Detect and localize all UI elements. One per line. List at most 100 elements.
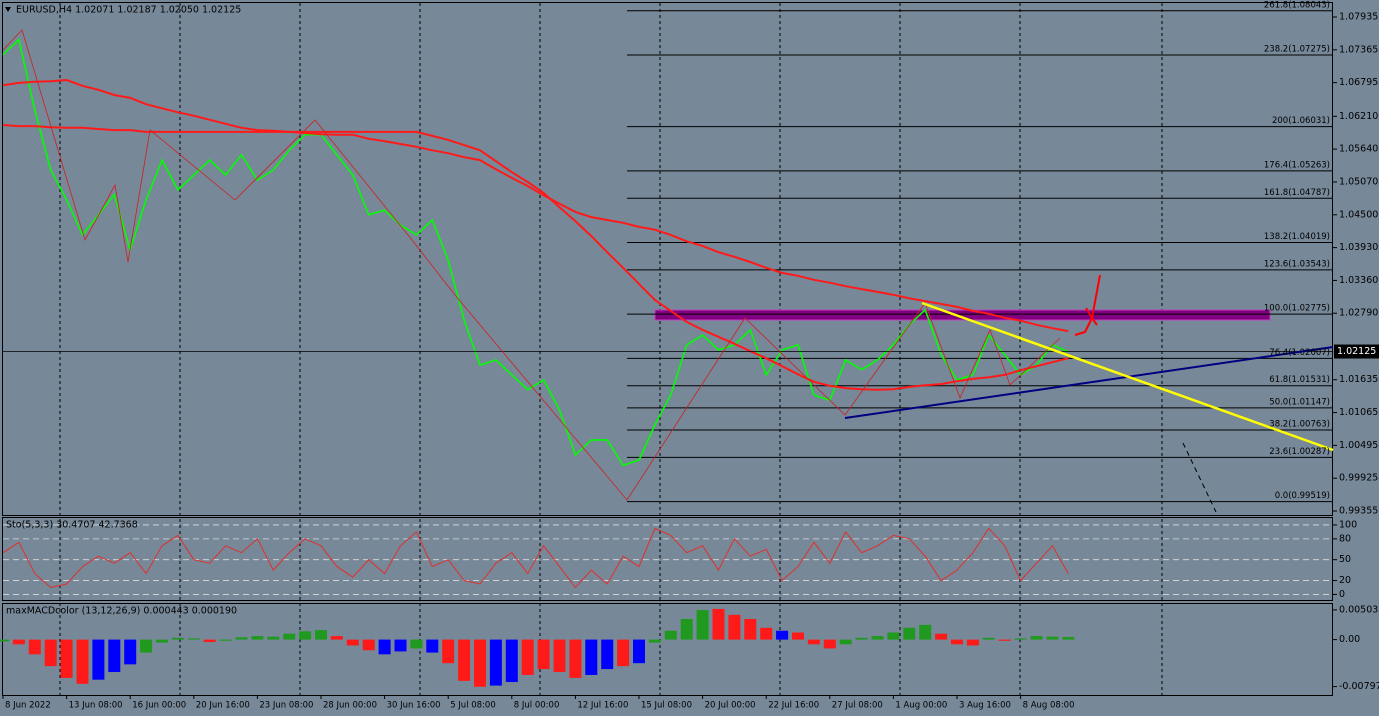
macd-bar [330,636,343,640]
macd-bar [982,637,995,640]
macd-bar [283,633,296,640]
fib-label: 50.0(1.01147) [1269,397,1330,407]
y-tick-label: 1.03360 [1339,275,1378,286]
macd-bar [569,639,582,678]
macd-bar [156,639,168,643]
x-tick-label: 8 Aug 08:00 [1023,701,1075,711]
macd-bar [998,639,1011,641]
macd-bar [203,639,216,642]
macd-bar [410,639,423,649]
x-tick-label: 20 Jun 16:00 [196,701,250,711]
y-tick-label: 0.99355 [1339,506,1378,517]
x-tick-label: 5 Jul 08:00 [450,701,496,711]
macd-bar [680,618,693,640]
annotations [2,7,1334,513]
y-tick-label: 1.06795 [1339,77,1378,88]
x-tick-label: 23 Jun 08:00 [259,701,313,711]
current-price-label: 1.02125 [1337,346,1376,357]
macd-bar [474,639,486,687]
y-tick-label: 1.01635 [1339,374,1378,385]
series-line [2,527,1069,589]
y-tick-label: 0.00 [1339,634,1360,645]
data-layer [0,10,1333,687]
macd-bar [585,639,598,675]
macd-bar [187,638,200,640]
macd-bar [1014,638,1027,640]
macd-bar [171,637,184,640]
macd-bar [966,639,979,646]
macd-bar [394,639,407,652]
x-tick-label: 20 Jul 00:00 [705,701,756,711]
series-line [2,38,1069,467]
macd-bar [951,639,963,645]
macd-bar [887,632,900,640]
macd-bar [12,639,25,645]
macd-bar [458,639,471,681]
macd-bar [362,639,375,651]
x-tick-label: 28 Jun 00:00 [323,701,377,711]
y-tick-label: 80 [1339,533,1351,544]
macd-bar [792,632,804,640]
fib-label: 200(1.06031) [1272,116,1330,126]
macd-bar [108,639,121,673]
x-tick-label: 8 Jul 00:00 [514,701,560,711]
macd-bar [855,637,868,640]
y-tick-label: 0.99925 [1339,473,1378,484]
price-panel [2,2,1333,516]
macd-bar [1062,636,1075,640]
y-tick-label: 0.005037 [1339,604,1379,615]
panel-frames [2,2,1333,696]
y-tick-label: 1.04500 [1339,209,1378,220]
y-tick-label: 1.05640 [1339,144,1378,155]
macd-bar [617,639,630,667]
macd-bar [44,639,57,667]
y-tick-label: 1.03930 [1339,242,1378,253]
macd-bar [299,631,312,640]
macd-bar [251,636,264,640]
macd-bar [601,639,614,670]
y-tick-label: 1.05070 [1339,176,1378,187]
series-line [2,124,1069,391]
macd-bar [235,637,248,640]
x-tick-label: 15 Jul 08:00 [641,701,692,711]
macd-bar [140,639,153,653]
x-tick-label: 1 Aug 00:00 [895,701,947,711]
x-tick-label: 3 Aug 16:00 [959,701,1011,711]
macd-bar [935,633,948,640]
current-price-box [1334,344,1379,359]
panel-title: EURUSD,H4 1.02071 1.02187 1.02050 1.0212… [16,5,241,16]
fib-label: 38.2(1.00763) [1269,419,1330,429]
macd-bar [728,614,741,640]
x-tick-label: 30 Jun 16:00 [387,701,441,711]
fib-label: 23.6(1.00287) [1269,447,1330,457]
y-tick-label: 20 [1339,575,1351,586]
menu-triangle[interactable] [5,7,11,12]
fib-label: 76.4(1.02007) [1269,348,1330,358]
fib-label: 238.2(1.07275) [1264,44,1330,54]
macd-bar [839,639,852,645]
fib-label: 61.8(1.01531) [1269,375,1330,385]
resistance-zone [654,309,1271,321]
x-tick-label: 8 Jun 2022 [5,701,51,711]
macd-bar [903,627,916,640]
macd-bar [919,624,932,640]
macd-bar [378,639,391,655]
fib-label: 123.6(1.03543) [1264,259,1330,269]
panel-title: Sto(5,3,3) 30.4707 42.7368 [6,520,138,531]
macd-bar [744,618,757,640]
macd-bar [648,639,661,643]
fib-label: 176.4(1.05263) [1264,160,1330,170]
macd-bar [633,639,645,664]
y-tick-label: 50 [1339,554,1351,565]
x-tick-label: 13 Jun 08:00 [69,701,123,711]
macd-bar [92,639,105,680]
macd-bar [442,639,455,664]
series-line [2,78,1069,333]
macd-bar [489,639,502,686]
x-tick-label: 16 Jun 00:00 [132,701,186,711]
y-tick-label: 1.07935 [1339,11,1378,22]
x-tick-label: 22 Jul 16:00 [768,701,819,711]
projection-arrow-head [1085,307,1098,326]
macd-bar [807,639,820,645]
